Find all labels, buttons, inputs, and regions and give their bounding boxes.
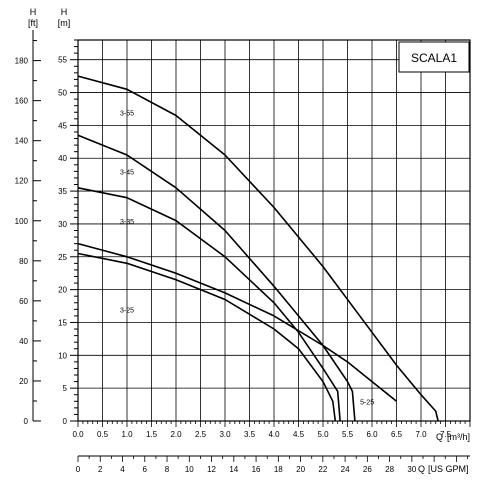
right-axis-unit: [m] <box>58 18 71 28</box>
chart-title: SCALA1 <box>411 51 457 65</box>
curve-3-45 <box>77 134 356 422</box>
x-axis-tick-label: 2.5 <box>195 430 207 439</box>
left-axis-tick-label: 40 <box>19 337 28 346</box>
model-badge-box <box>398 41 470 73</box>
x-axis-m3h: 0.0 0.5 1.0 1.5 2.0 2.5 3.0 3.5 4.0 4.5 5.0 5.5 6.0 6… <box>72 421 471 439</box>
curve-3-35 <box>77 187 341 422</box>
right-axis-tick-label: 5 <box>63 384 68 393</box>
x-axis-tick-label: 5.5 <box>342 430 354 439</box>
x2-axis-tick-label: 24 <box>341 465 350 474</box>
x2-axis-tick-label: 18 <box>274 465 283 474</box>
left-axis-tick-label: 180 <box>15 57 29 66</box>
x-axis-tick-label: 0.0 <box>72 430 84 439</box>
right-axis-tick-label: 0 <box>63 417 68 426</box>
left-axis-tick-label: 100 <box>15 217 29 226</box>
curve-3-25 <box>77 252 337 422</box>
curve-label-3-55: 3-55 <box>120 111 134 118</box>
x2-axis-tick-label: 20 <box>296 465 305 474</box>
curve-label-3-35: 3-35 <box>120 219 134 226</box>
left-axis-tick-label: 80 <box>19 257 28 266</box>
right-axis-tick-label: 20 <box>58 286 67 295</box>
x2-axis-tick-label: 22 <box>318 465 327 474</box>
x-axis-tick-label: 6.5 <box>391 430 403 439</box>
x2-axis-tick-label: 16 <box>252 465 261 474</box>
right-axis-tick-label: 35 <box>58 187 67 196</box>
x2-axis-tick-label: 26 <box>363 465 372 474</box>
x-axis-tick-label: 2.0 <box>170 430 182 439</box>
x-axis-tick-label: 1.5 <box>146 430 158 439</box>
left-axis-tick-label: 0 <box>24 417 29 426</box>
right-axis-tick-label: 25 <box>58 253 67 262</box>
x-axis-tick-label: 4.0 <box>268 430 280 439</box>
x-axis-tick-label: 3.5 <box>244 430 256 439</box>
curve-labels: 3-55 3-45 3-35 3-25 5-25 <box>120 111 374 407</box>
grid <box>78 40 470 421</box>
right-axis-tick-label: 30 <box>58 220 67 229</box>
x-axis-symbol: Q <box>436 432 443 442</box>
model-badge: SCALA1 <box>398 41 470 73</box>
left-axis-tick-label: 20 <box>19 377 28 386</box>
right-axis-tick-label: 40 <box>58 154 67 163</box>
x-axis-tick-label: 3.0 <box>219 430 231 439</box>
left-axis-tick-label: 120 <box>15 177 29 186</box>
right-axis-symbol: H <box>61 7 68 17</box>
x-axis-tick-label: 0.5 <box>97 430 109 439</box>
curve-label-3-25: 3-25 <box>120 308 134 315</box>
curve-3-55 <box>77 75 439 422</box>
right-axis-tick-label: 55 <box>58 56 67 65</box>
right-axis-tick-label: 45 <box>58 121 67 130</box>
x2-axis-symbol: Q <box>418 464 425 474</box>
left-axis-tick-label: 60 <box>19 297 28 306</box>
x-axis-usgpm: 0 2 4 6 8 10 12 14 16 18 20 22 24 26 28 30 <box>76 455 470 474</box>
x2-axis-tick-label: 2 <box>98 465 103 474</box>
x2-axis-tick-label: 12 <box>207 465 216 474</box>
right-axis-tick-label: 50 <box>58 89 67 98</box>
x2-axis-tick-label: 6 <box>143 465 148 474</box>
x-axis-tick-label: 4.5 <box>293 430 305 439</box>
x2-axis-unit: [US GPM] <box>428 464 469 474</box>
left-axis-ft: 0 20 40 60 80 100 120 140 160 180 <box>15 30 41 426</box>
x-axis-unit: [m³/h] <box>447 432 470 442</box>
x-axis-tick-label: 6.0 <box>366 430 378 439</box>
curve-label-3-45: 3-45 <box>120 170 134 177</box>
x-axis-tick-label: 5.0 <box>317 430 329 439</box>
left-axis-tick-label: 140 <box>15 137 29 146</box>
x2-axis-tick-label: 30 <box>407 465 416 474</box>
x2-axis-tick-label: 8 <box>165 465 170 474</box>
x2-axis-tick-label: 28 <box>385 465 394 474</box>
x2-axis-tick-label: 4 <box>120 465 125 474</box>
right-axis-m: 0 5 10 15 20 25 30 35 40 45 50 55 <box>58 39 78 426</box>
x2-axis-tick-label: 10 <box>185 465 194 474</box>
curve-5-25 <box>77 242 398 402</box>
x2-axis-tick-label: 14 <box>229 465 238 474</box>
x2-axis-tick-label: 0 <box>76 465 81 474</box>
x-axis-tick-label: 1.0 <box>121 430 133 439</box>
curves <box>77 75 439 422</box>
right-axis-tick-label: 10 <box>58 351 67 360</box>
left-axis-tick-label: 160 <box>15 97 29 106</box>
right-axis-tick-label: 15 <box>58 318 67 327</box>
left-axis-unit: [ft] <box>28 18 38 28</box>
curve-label-5-25: 5-25 <box>360 400 374 407</box>
left-axis-symbol: H <box>30 7 37 17</box>
x-axis-tick-label: 7.5 <box>440 430 452 439</box>
x-axis-tick-label: 7.0 <box>415 430 427 439</box>
